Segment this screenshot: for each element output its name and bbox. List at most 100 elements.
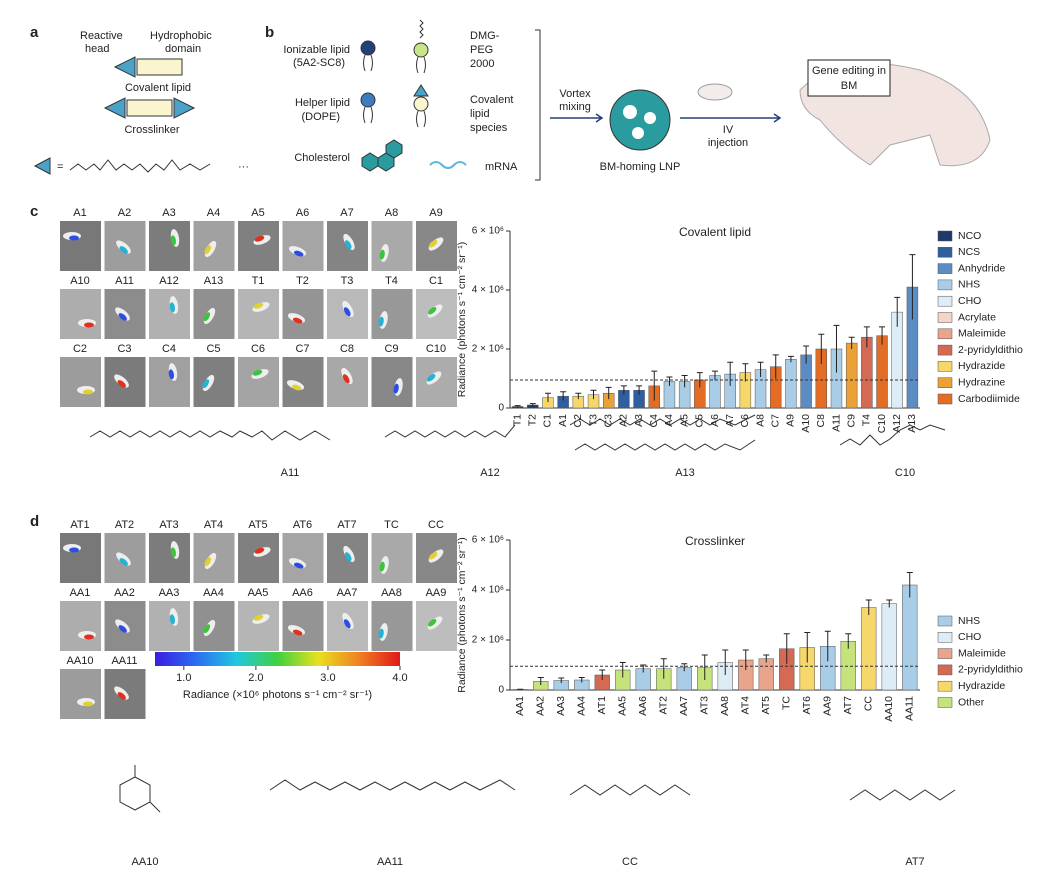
signal <box>84 322 94 328</box>
image-label: AT2 <box>115 519 134 531</box>
image-label: AT5 <box>248 519 267 531</box>
legend-swatch <box>937 377 953 388</box>
label: Cholesterol <box>294 152 350 164</box>
signal <box>204 245 212 255</box>
error-bar <box>848 336 855 349</box>
error-bar <box>845 633 852 649</box>
crosslinker-icon <box>103 97 196 119</box>
bracket <box>535 29 541 181</box>
error-bar <box>818 333 825 364</box>
structure-label: A11 <box>281 467 300 479</box>
label: DMG- <box>470 30 500 42</box>
structure <box>569 784 691 796</box>
image-label: T3 <box>341 275 354 287</box>
image-label: CC <box>428 519 444 531</box>
label: Reactive <box>80 30 123 42</box>
legend-swatch <box>937 615 953 627</box>
y-tick-label: 6 × 10⁶ <box>472 535 504 546</box>
y-tick-label: 4 × 10⁶ <box>472 585 504 596</box>
image-label: A7 <box>340 207 353 219</box>
error-bar <box>660 658 667 679</box>
error-bar <box>863 326 870 348</box>
signal <box>379 249 385 260</box>
error-bar <box>517 688 524 690</box>
structure-label: AT7 <box>905 856 924 868</box>
structure <box>839 424 946 446</box>
x-tick-label: A10 <box>800 414 812 433</box>
legend-swatch <box>937 279 953 291</box>
signal <box>203 312 211 322</box>
x-tick-label: A12 <box>891 414 903 433</box>
structure-label: AA10 <box>132 856 159 868</box>
label: 2000 <box>470 58 494 70</box>
legend-label: NHS <box>958 615 980 627</box>
image-label: C6 <box>251 343 265 355</box>
legend-label: CHO <box>958 295 981 307</box>
x-tick-label: T4 <box>861 414 873 426</box>
label: IV <box>723 124 734 136</box>
cholesterol-icon <box>361 139 403 172</box>
legend-swatch <box>937 295 953 307</box>
x-tick-label: T2 <box>527 414 539 426</box>
signal <box>170 547 176 558</box>
x-tick-label: C7 <box>770 414 782 428</box>
signal <box>69 547 79 553</box>
image-cell <box>60 533 101 583</box>
error-bar <box>722 649 729 675</box>
bar <box>881 603 897 691</box>
y-axis-label: Radiance (photons s⁻¹ cm⁻² sr⁻¹) <box>456 242 468 398</box>
signal <box>83 701 93 707</box>
signal <box>428 307 437 315</box>
image-label: AT7 <box>337 519 356 531</box>
x-tick-label: AA9 <box>822 696 834 716</box>
structure <box>69 159 211 173</box>
error-bar <box>879 326 886 345</box>
image-label: A9 <box>429 207 442 219</box>
legend-swatch <box>937 361 953 372</box>
image-cell <box>60 601 101 651</box>
signal <box>117 380 126 388</box>
image-label: A6 <box>296 207 309 219</box>
structure <box>89 430 331 441</box>
error-bar <box>865 599 872 615</box>
image-cell <box>416 357 457 407</box>
image-cell <box>282 289 324 339</box>
head-icon <box>33 157 51 175</box>
error-bar <box>640 664 647 673</box>
signal <box>204 557 212 567</box>
label: Hydrophobic <box>150 30 212 42</box>
image-cell <box>371 221 413 271</box>
x-tick-label: A3 <box>633 414 645 427</box>
x-tick-label: C6 <box>739 414 751 428</box>
signal <box>254 235 265 242</box>
legend-label: NHS <box>958 279 980 291</box>
signal <box>117 692 126 700</box>
image-cell <box>60 357 101 407</box>
error-bar <box>590 389 597 400</box>
x-tick-label: AA11 <box>904 696 916 721</box>
x-tick-label: C4 <box>648 414 660 428</box>
legend-swatch <box>937 344 953 356</box>
image-label: AA1 <box>70 587 91 599</box>
chart-title: Crosslinker <box>685 534 745 548</box>
legend-label: Other <box>958 696 985 708</box>
error-bar <box>575 392 582 400</box>
signal <box>84 634 94 640</box>
image-label: A4 <box>207 207 220 219</box>
image-label: T1 <box>252 275 265 287</box>
error-bar <box>681 663 688 672</box>
error-bar <box>701 654 708 680</box>
signal <box>118 625 127 633</box>
legend-label: 2-pyridyldithio <box>958 344 1023 356</box>
signal <box>168 369 174 380</box>
label: Vortex <box>559 88 591 100</box>
image-cell <box>238 533 279 583</box>
structure <box>119 765 161 813</box>
signal <box>427 374 436 382</box>
image-label: A12 <box>159 275 179 287</box>
arrow <box>680 113 782 123</box>
image-cell <box>238 221 279 271</box>
signal <box>344 552 352 562</box>
label: lipid <box>470 108 490 120</box>
error-bar <box>772 354 779 379</box>
